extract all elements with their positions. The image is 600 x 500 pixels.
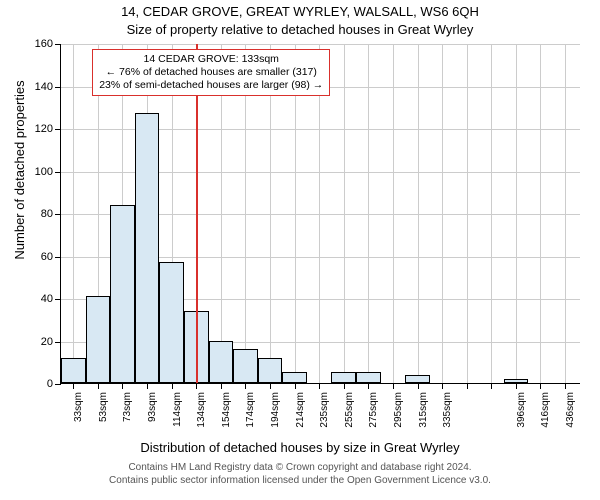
y-tick-label: 120 bbox=[19, 123, 53, 135]
y-tick bbox=[55, 214, 61, 215]
y-tick-label: 20 bbox=[19, 336, 53, 348]
y-tick bbox=[55, 384, 61, 385]
x-tick bbox=[565, 383, 566, 389]
x-tick bbox=[442, 383, 443, 389]
x-tick-label: 214sqm bbox=[295, 392, 306, 428]
y-tick bbox=[55, 257, 61, 258]
histogram-bar bbox=[405, 375, 430, 384]
x-tick-label: 235sqm bbox=[319, 392, 330, 428]
y-tick-label: 0 bbox=[19, 378, 53, 390]
gridline-v bbox=[344, 44, 345, 383]
x-tick-label: 134sqm bbox=[196, 392, 207, 428]
y-tick bbox=[55, 44, 61, 45]
x-tick-label: 416sqm bbox=[540, 392, 551, 428]
histogram-bar bbox=[356, 372, 381, 383]
gridline-v bbox=[73, 44, 74, 383]
annotation-line-1: 14 CEDAR GROVE: 133sqm bbox=[99, 53, 323, 66]
annotation-box: 14 CEDAR GROVE: 133sqm← 76% of detached … bbox=[92, 49, 330, 96]
gridline-v bbox=[565, 44, 566, 383]
x-tick bbox=[368, 383, 369, 389]
y-tick-label: 60 bbox=[19, 251, 53, 263]
x-tick bbox=[393, 383, 394, 389]
histogram-bar bbox=[159, 262, 184, 383]
gridline-h bbox=[61, 44, 580, 45]
y-tick-label: 100 bbox=[19, 166, 53, 178]
histogram-bar bbox=[61, 358, 86, 384]
y-tick bbox=[55, 129, 61, 130]
x-tick-label: 33sqm bbox=[73, 392, 84, 422]
x-tick bbox=[344, 383, 345, 389]
x-axis-label: Distribution of detached houses by size … bbox=[0, 440, 600, 455]
chart-title: Size of property relative to detached ho… bbox=[0, 22, 600, 37]
x-tick-label: 315sqm bbox=[418, 392, 429, 428]
histogram-bar bbox=[86, 296, 111, 383]
y-tick bbox=[55, 172, 61, 173]
x-tick-label: 436sqm bbox=[565, 392, 576, 428]
gridline-v bbox=[491, 44, 492, 383]
x-tick bbox=[491, 383, 492, 389]
histogram-bar bbox=[209, 341, 234, 384]
x-tick bbox=[245, 383, 246, 389]
y-tick-label: 140 bbox=[19, 81, 53, 93]
y-tick-label: 80 bbox=[19, 208, 53, 220]
gridline-v bbox=[516, 44, 517, 383]
x-tick bbox=[418, 383, 419, 389]
footer-line-2: Contains public sector information licen… bbox=[109, 475, 491, 486]
footer-attribution: Contains HM Land Registry data © Crown c… bbox=[0, 462, 600, 487]
x-tick-label: 255sqm bbox=[344, 392, 355, 428]
histogram-bar bbox=[233, 349, 258, 383]
x-tick bbox=[540, 383, 541, 389]
histogram-bar bbox=[110, 205, 135, 384]
x-tick-label: 295sqm bbox=[393, 392, 404, 428]
y-tick-label: 40 bbox=[19, 293, 53, 305]
gridline-v bbox=[467, 44, 468, 383]
histogram-bar bbox=[258, 358, 283, 384]
x-tick bbox=[172, 383, 173, 389]
x-tick-label: 73sqm bbox=[122, 392, 133, 422]
gridline-v bbox=[393, 44, 394, 383]
x-tick bbox=[270, 383, 271, 389]
histogram-bar bbox=[282, 372, 307, 383]
x-tick bbox=[122, 383, 123, 389]
x-tick bbox=[73, 383, 74, 389]
x-tick bbox=[221, 383, 222, 389]
x-tick bbox=[147, 383, 148, 389]
annotation-line-2: ← 76% of detached houses are smaller (31… bbox=[99, 66, 323, 79]
gridline-v bbox=[368, 44, 369, 383]
x-tick-label: 174sqm bbox=[245, 392, 256, 428]
annotation-line-3: 23% of semi-detached houses are larger (… bbox=[99, 79, 323, 92]
x-tick bbox=[98, 383, 99, 389]
y-tick-label: 160 bbox=[19, 38, 53, 50]
histogram-bar bbox=[135, 113, 160, 383]
x-tick bbox=[196, 383, 197, 389]
y-tick bbox=[55, 87, 61, 88]
y-tick bbox=[55, 342, 61, 343]
x-tick-label: 53sqm bbox=[98, 392, 109, 422]
histogram-figure: 14, CEDAR GROVE, GREAT WYRLEY, WALSALL, … bbox=[0, 0, 600, 500]
x-tick-label: 275sqm bbox=[368, 392, 379, 428]
x-tick bbox=[319, 383, 320, 389]
x-tick-label: 194sqm bbox=[270, 392, 281, 428]
x-tick-label: 114sqm bbox=[172, 392, 183, 427]
y-axis-label: Number of detached properties bbox=[12, 0, 27, 370]
footer-line-1: Contains HM Land Registry data © Crown c… bbox=[128, 462, 471, 473]
histogram-bar bbox=[331, 372, 356, 383]
x-tick-label: 396sqm bbox=[516, 392, 527, 428]
x-tick bbox=[467, 383, 468, 389]
y-tick bbox=[55, 299, 61, 300]
plot-area: 02040608010012014016033sqm53sqm73sqm93sq… bbox=[60, 44, 580, 384]
x-tick-label: 93sqm bbox=[147, 392, 158, 422]
x-tick bbox=[516, 383, 517, 389]
x-tick bbox=[295, 383, 296, 389]
x-tick-label: 154sqm bbox=[221, 392, 232, 428]
gridline-v bbox=[418, 44, 419, 383]
gridline-v bbox=[540, 44, 541, 383]
gridline-v bbox=[442, 44, 443, 383]
x-tick-label: 335sqm bbox=[442, 392, 453, 428]
chart-suptitle: 14, CEDAR GROVE, GREAT WYRLEY, WALSALL, … bbox=[0, 4, 600, 19]
